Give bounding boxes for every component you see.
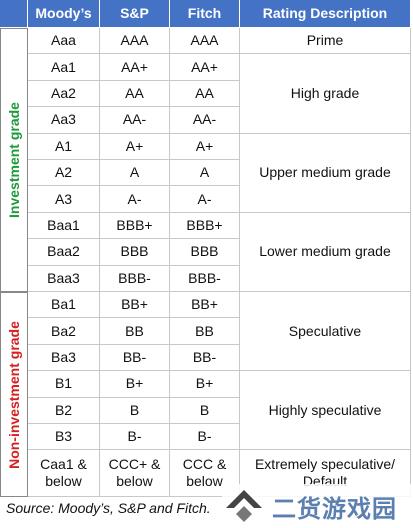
description-cell: Lower medium grade [240,212,411,292]
table-cell: Ba1 [28,292,100,319]
table-cell: AA- [100,107,170,134]
table-cell: AAA [100,28,170,55]
table-cell: Ba3 [28,344,100,372]
table-cell: AA+ [100,54,170,81]
table-cell: B1 [28,371,100,398]
table-cell: BB- [100,344,170,372]
table-cell: BB+ [170,292,240,319]
section-box: Investment grade [0,28,28,292]
table-cell: Aa3 [28,107,100,134]
watermark-text: 二货游戏园 [272,495,397,523]
table-cell: AA- [170,107,240,134]
table-cell: BBB- [100,265,170,292]
table-cell: A+ [170,133,240,160]
table-cell: B- [100,424,170,451]
table-cell: BB+ [100,292,170,319]
table-cell: B- [170,424,240,451]
header-cell: S&P [100,0,170,28]
description-cell: Highly speculative [240,371,411,451]
table-cell: B+ [170,371,240,398]
header-cell: Moody’s [28,0,100,28]
table-cell: Aa1 [28,54,100,81]
description-cell: High grade [240,54,411,134]
table-cell: BBB [100,239,170,266]
table-cell: BBB+ [170,212,240,240]
section-label: Non-investment grade [6,320,22,469]
table-cell: B [170,397,240,424]
table-cell: B [100,397,170,424]
table-cell: A3 [28,186,100,213]
table-cell: Caa1 & below [28,450,100,498]
table-cell: CCC+ & below [100,450,170,498]
table-cell: Baa3 [28,265,100,292]
table-cell: AAA [170,28,240,55]
table-cell: A1 [28,133,100,160]
table-cell: B+ [100,371,170,398]
table-cell: A+ [100,133,170,160]
table-cell: A [170,160,240,187]
table-cell: A- [100,186,170,213]
source-note: Source: Moody’s, S&P and Fitch. [6,500,211,516]
table-cell: Aaa [28,28,100,55]
table-cell: B3 [28,424,100,451]
table-cell: AA [170,80,240,108]
table-cell: A2 [28,160,100,187]
description-cell: Upper medium grade [240,133,411,213]
table-cell: Aa2 [28,80,100,108]
section-label: Investment grade [6,102,22,218]
table-cell: B2 [28,397,100,424]
table-cell: AA [100,80,170,108]
table-cell: Baa1 [28,212,100,240]
header-cell: Fitch [170,0,240,28]
table-cell: BB- [170,344,240,372]
table-cell: BB [170,318,240,345]
table-cell: BBB- [170,265,240,292]
table-cell: BB [100,318,170,345]
table-cell: A- [170,186,240,213]
section-box: Non-investment grade [0,292,28,498]
watermark: 二货游戏园 [222,484,413,528]
table-cell: AA+ [170,54,240,81]
header-corner [0,0,28,28]
table-cell: CCC & below [170,450,240,498]
table-cell: BBB+ [100,212,170,240]
table-cell: Baa2 [28,239,100,266]
table-cell: A [100,160,170,187]
header-cell: Rating Description [240,0,411,28]
description-cell: Speculative [240,292,411,372]
table-cell: BBB [170,239,240,266]
table-cell: Ba2 [28,318,100,345]
watermark-logo [226,490,262,522]
description-cell: Prime [240,28,411,55]
